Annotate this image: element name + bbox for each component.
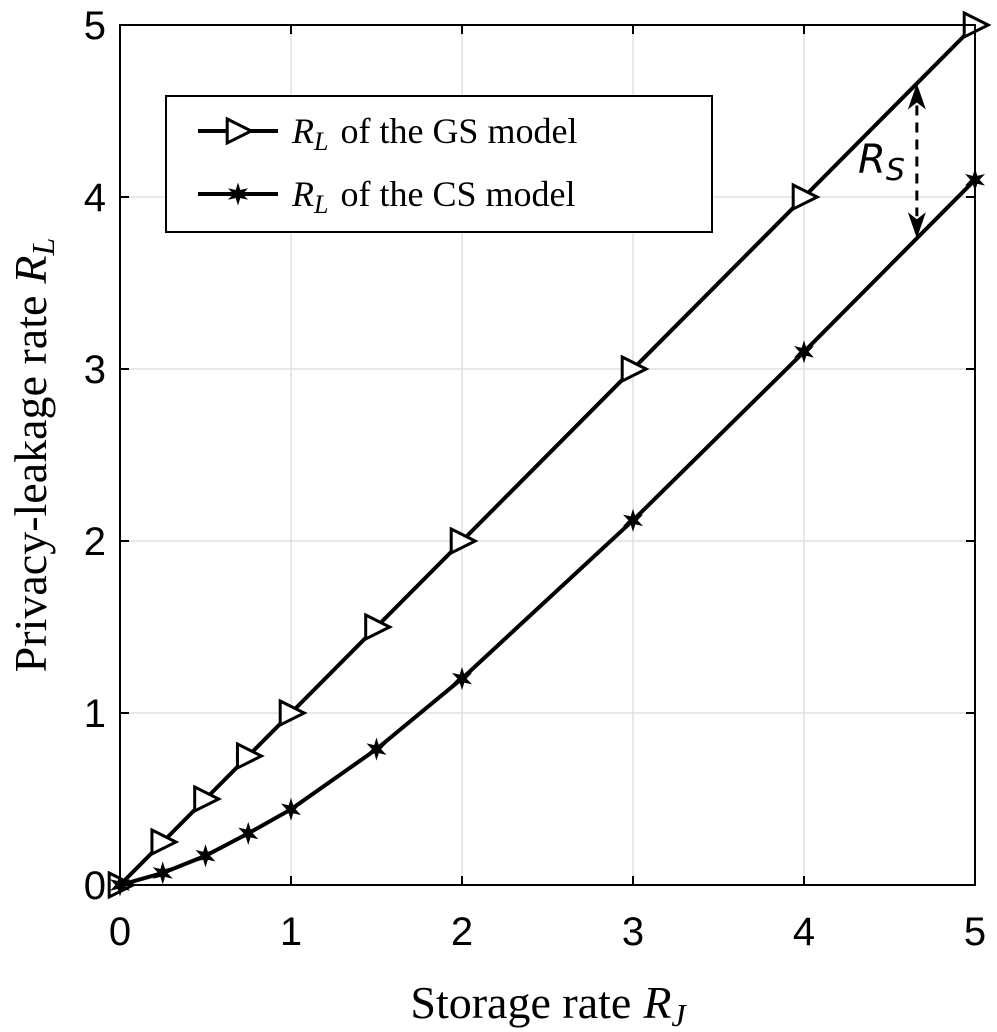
x-tick-label-0: 0	[109, 910, 131, 954]
series-layer	[107, 10, 992, 900]
series-0-point-4	[278, 698, 308, 728]
x-axis-symbol: R	[642, 977, 671, 1028]
y-tick-label-5: 5	[84, 4, 106, 48]
tick-labels: 0 1 2 3 4 5 0 1 2 3 4 5	[84, 4, 986, 954]
legend-label-gs: RL of the GS model	[291, 111, 577, 156]
legend-subscript-gs: L	[313, 127, 328, 156]
x-tick-label-4: 4	[793, 910, 815, 954]
legend-marker-star	[227, 182, 249, 206]
series-0-point-1	[150, 827, 180, 857]
legend-text-gs: of the GS model	[340, 111, 577, 151]
x-axis-label-text: Storage rate	[410, 977, 631, 1028]
x-tick-label-1: 1	[280, 910, 302, 954]
x-tick-label-3: 3	[622, 910, 644, 954]
series-0-point-2	[193, 784, 223, 814]
rs-subscript: S	[886, 153, 905, 188]
y-axis-subscript: L	[25, 238, 61, 257]
legend-triangle-icon	[225, 116, 255, 146]
rs-arrowhead-up	[907, 83, 926, 110]
x-tick-label-2: 2	[451, 910, 473, 954]
rs-symbol: R	[858, 137, 886, 183]
y-tick-label-4: 4	[84, 176, 106, 220]
series-0-point-7	[620, 354, 650, 384]
legend-text-cs: of the CS model	[340, 174, 575, 214]
legend-marker-triangle	[225, 116, 255, 146]
legend: RL of the GS model RL of the CS model	[165, 95, 713, 233]
series-1-point-3	[238, 821, 259, 845]
series-0-point-6	[449, 526, 479, 556]
series-1-point-5	[366, 737, 387, 761]
y-axis-symbol: R	[5, 255, 56, 284]
y-axis-label-text: Privacy-leakage rate	[5, 296, 56, 673]
series-0-point-5	[364, 612, 394, 642]
legend-symbol-gs: R	[291, 111, 314, 151]
y-tick-label-3: 3	[84, 348, 106, 392]
x-tick-label-5: 5	[964, 910, 986, 954]
series-1-point-4	[280, 797, 302, 821]
x-axis-subscript: J	[671, 997, 687, 1032]
legend-entry-cs: RL of the CS model	[198, 174, 575, 219]
series-0-point-3	[235, 741, 265, 771]
legend-symbol-cs: R	[291, 174, 314, 214]
legend-label-cs: RL of the CS model	[291, 174, 575, 219]
series-0-point-8	[791, 182, 821, 212]
legend-subscript-cs: L	[313, 190, 328, 219]
rs-annotation-label: RS	[858, 137, 905, 188]
series-1	[109, 168, 986, 897]
series-1-point-2	[195, 844, 216, 868]
series-1-point-8	[793, 340, 815, 364]
series-1-point-1	[152, 861, 173, 885]
legend-entry-gs: RL of the GS model	[198, 111, 577, 156]
series-1-point-7	[622, 508, 644, 532]
series-line-1	[119, 178, 977, 887]
y-axis-label: Privacy-leakage rate RL	[5, 238, 61, 673]
series-1-point-6	[451, 667, 473, 691]
y-tick-label-2: 2	[84, 520, 106, 564]
rs-annotation: RS	[858, 83, 926, 239]
plot-frame	[119, 24, 976, 886]
rs-arrowhead-down	[907, 212, 926, 239]
y-tick-label-1: 1	[84, 692, 106, 736]
legend-box	[165, 95, 713, 233]
y-tick-label-0: 0	[84, 864, 106, 908]
legend-star-icon	[227, 182, 249, 206]
series-line-0	[118, 23, 977, 887]
x-axis-label: Storage rate RJ	[410, 977, 687, 1032]
